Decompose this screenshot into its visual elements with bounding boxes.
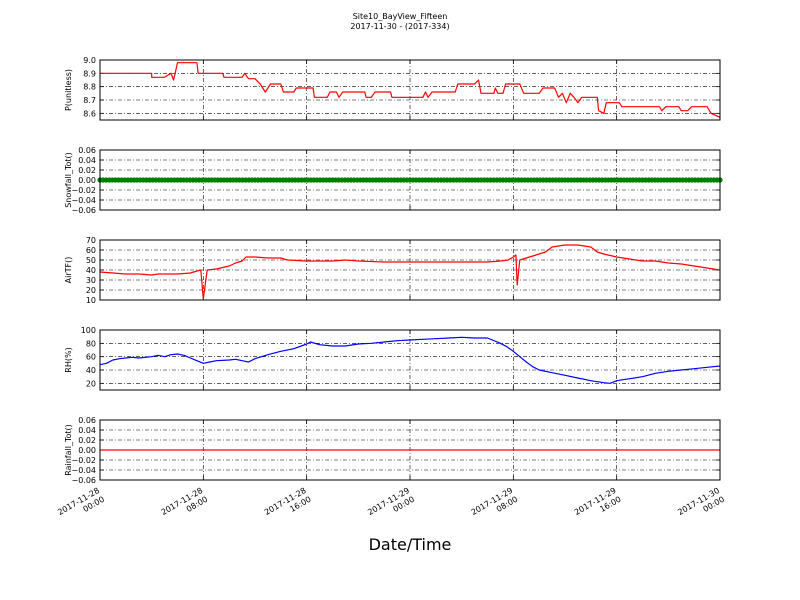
panels: P(unitless) 9.0 8.9 8.8 8.7 8.6 Snowfall_Tot()… [64,56,723,485]
y-tick-label: 20 [86,286,96,295]
panel-4: RH(%) 100 80 60 40 20 [64,326,721,391]
y-axis-label: P(unitless) [64,69,73,111]
y-tick-label: 0.02 [78,166,96,175]
plot-frame [99,59,721,121]
series-line [99,336,721,384]
y-tick-label: 40 [86,266,96,275]
chart-title: Site10_BayView_Fifteen [353,12,448,21]
panel-2: Snowfall_Tot() 0.060.040.020.00−0.02−0.04… [64,146,723,215]
x-tick-label: 2017-11-2808:00 [160,486,210,526]
x-tick-label: 2017-11-2916:00 [573,486,623,526]
plot-frame [99,239,721,301]
y-tick-label: 0.06 [78,416,96,425]
x-tick-label: 2017-11-2816:00 [263,486,313,526]
y-tick-label: 0.04 [78,156,96,165]
y-tick-label: 0.00 [78,176,96,185]
y-tick-label: 50 [86,256,96,265]
plot-frame [99,149,721,211]
y-tick-label: 60 [86,353,96,362]
y-axis-label: AirTF() [64,257,73,284]
x-tick-label: 2017-11-3000:00 [676,486,726,526]
y-tick-label: 10 [86,296,96,305]
y-tick-label: 0.04 [78,426,96,435]
y-tick-label: 9.0 [83,56,96,65]
x-tick-label: 2017-11-2800:00 [56,486,106,526]
y-tick-label: 40 [86,366,96,375]
x-tick-label: 2017-11-2900:00 [366,486,416,526]
x-axis-ticks: 2017-11-2800:00 2017-11-2808:00 2017-11-28… [56,486,726,526]
series-line [99,244,721,300]
chart-subtitle: 2017-11-30 - (2017-334) [350,22,449,31]
panel-5: Rainfall_Tot() 0.060.040.020.00−0.02−0.04… [64,416,721,485]
y-axis-label: Rainfall_Tot() [64,424,73,476]
y-tick-label: 8.9 [83,69,96,78]
y-tick-label: 70 [86,236,96,245]
y-tick-label: 60 [86,246,96,255]
y-tick-label: −0.04 [71,466,96,475]
series-markers [97,177,723,183]
x-axis-label: Date/Time [369,535,452,554]
plot-frame [99,329,721,391]
y-tick-label: 80 [86,339,96,348]
y-tick-label: 100 [81,326,96,335]
plot-frame [99,419,721,481]
y-axis-label: RH(%) [64,347,73,372]
y-tick-label: 8.6 [83,109,96,118]
y-tick-label: −0.02 [71,456,96,465]
y-tick-label: 8.7 [83,96,96,105]
y-tick-label: 0.02 [78,436,96,445]
y-tick-label: 0.06 [78,146,96,155]
x-tick-label: 2017-11-2908:00 [470,486,520,526]
y-tick-label: −0.06 [71,476,96,485]
y-tick-label: 30 [86,276,96,285]
series-line [100,62,721,118]
y-tick-label: −0.02 [71,186,96,195]
y-tick-label: 8.8 [83,83,96,92]
y-tick-label: −0.06 [71,206,96,215]
y-tick-label: −0.04 [71,196,96,205]
y-tick-label: 20 [86,379,96,388]
panel-1: P(unitless) 9.0 8.9 8.8 8.7 8.6 [64,56,721,121]
y-tick-label: 0.00 [78,446,96,455]
y-axis-label: Snowfall_Tot() [64,152,73,208]
